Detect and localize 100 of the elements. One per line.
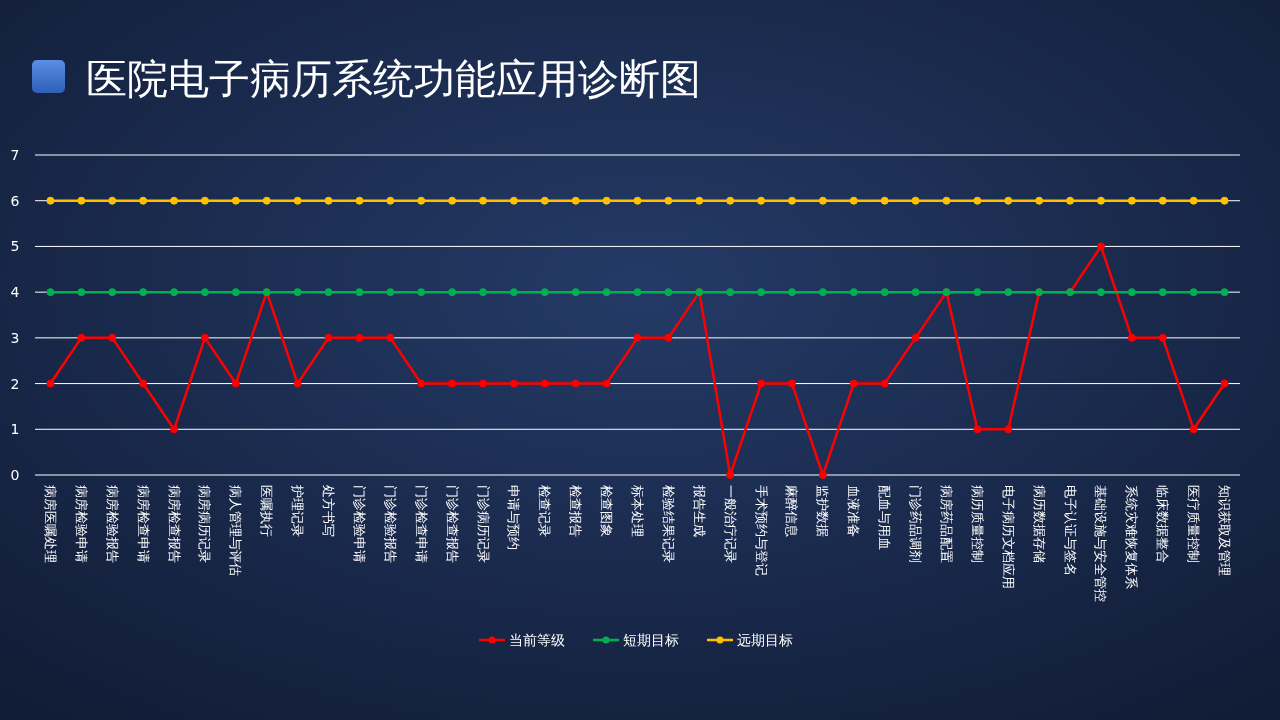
point — [77, 288, 86, 297]
point — [540, 379, 549, 388]
x-tick-label: 检验结果记录 — [660, 485, 676, 563]
point — [417, 379, 426, 388]
x-tick-label: 门诊检验报告 — [382, 485, 398, 563]
x-tick-label: 手术预约与登记 — [753, 485, 769, 576]
point — [355, 288, 364, 297]
point — [849, 288, 858, 297]
x-tick-label: 血液准备 — [846, 485, 862, 537]
x-tick-label: 申请与预约 — [506, 485, 522, 550]
point — [1189, 288, 1198, 297]
point — [757, 288, 766, 297]
x-tick-label: 电子认证与签名 — [1062, 485, 1078, 576]
point — [664, 288, 673, 297]
point — [633, 196, 642, 205]
point — [46, 379, 55, 388]
point — [293, 196, 302, 205]
point — [787, 196, 796, 205]
point — [880, 379, 889, 388]
x-tick-label: 病房检查报告 — [166, 485, 182, 563]
point — [757, 196, 766, 205]
point — [849, 379, 858, 388]
point — [540, 196, 549, 205]
point — [1158, 333, 1167, 342]
point — [200, 288, 209, 297]
point — [1096, 242, 1105, 251]
point — [46, 288, 55, 297]
point — [262, 196, 271, 205]
point — [1189, 196, 1198, 205]
point — [1158, 288, 1167, 297]
point — [849, 196, 858, 205]
point — [108, 196, 117, 205]
point — [818, 196, 827, 205]
x-tick-label: 标本处理 — [630, 484, 645, 537]
x-tick-label: 检查记录 — [537, 485, 553, 537]
point — [1220, 379, 1229, 388]
point — [726, 196, 735, 205]
y-tick-label: 5 — [10, 238, 20, 255]
point — [880, 196, 889, 205]
point — [139, 196, 148, 205]
point — [602, 379, 611, 388]
point — [602, 196, 611, 205]
point — [479, 196, 488, 205]
x-tick-label: 系统灾难恢复体系 — [1124, 485, 1140, 589]
x-tick-label: 病人管理与评估 — [228, 485, 244, 576]
point — [386, 196, 395, 205]
point — [509, 196, 518, 205]
x-tick-label: 一般治疗记录 — [722, 485, 738, 563]
point — [695, 196, 704, 205]
point — [324, 196, 333, 205]
x-tick-label: 病房检验报告 — [104, 485, 120, 563]
point — [1004, 425, 1013, 434]
x-tick-label: 医嘱执行 — [259, 485, 275, 537]
y-tick-label: 0 — [10, 467, 20, 483]
point — [911, 333, 920, 342]
point — [479, 288, 488, 297]
point — [386, 333, 395, 342]
point — [46, 196, 55, 205]
point — [818, 471, 827, 479]
point — [231, 288, 240, 297]
point — [973, 425, 982, 434]
point — [1066, 196, 1075, 205]
point — [448, 196, 457, 205]
point — [1004, 288, 1013, 297]
x-tick-label: 麻醉信息 — [784, 485, 800, 537]
x-tick-label: 门诊检查报告 — [444, 485, 460, 563]
point — [942, 196, 951, 205]
point — [973, 288, 982, 297]
x-tick-label: 病房病历记录 — [197, 485, 213, 563]
point — [571, 196, 580, 205]
point — [108, 288, 117, 297]
point — [633, 333, 642, 342]
x-tick-label: 处方书写 — [321, 485, 337, 537]
y-tick-label: 6 — [10, 192, 20, 209]
point — [1035, 196, 1044, 205]
legend-label: 当前等级 — [509, 632, 565, 648]
point — [757, 379, 766, 388]
point — [479, 379, 488, 388]
point — [139, 379, 148, 388]
point — [1189, 425, 1198, 434]
point — [1220, 196, 1229, 205]
point — [540, 288, 549, 297]
point — [1220, 288, 1229, 297]
point — [911, 196, 920, 205]
x-tick-label: 门诊病历记录 — [475, 485, 491, 563]
point — [293, 379, 302, 388]
point — [355, 196, 364, 205]
point — [417, 196, 426, 205]
point — [293, 288, 302, 297]
point — [664, 196, 673, 205]
point — [355, 333, 364, 342]
legend-label: 短期目标 — [623, 632, 679, 648]
x-tick-label: 检查图象 — [599, 485, 615, 537]
point — [200, 196, 209, 205]
x-tick-label: 病房检查申请 — [135, 485, 151, 563]
point — [77, 196, 86, 205]
point — [509, 379, 518, 388]
point — [170, 425, 179, 434]
x-tick-label: 病房检验申请 — [73, 485, 89, 563]
y-tick-label: 3 — [10, 329, 20, 346]
